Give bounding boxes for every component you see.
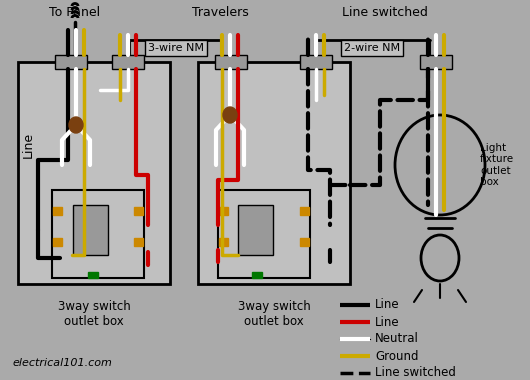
Bar [134, 207, 143, 215]
Text: Light
fixture
outlet
box: Light fixture outlet box [480, 142, 514, 187]
Ellipse shape [421, 235, 459, 281]
Text: Line switched: Line switched [375, 366, 456, 380]
Text: 3way switch
outlet box: 3way switch outlet box [58, 300, 130, 328]
Bar [53, 238, 62, 246]
Bar [300, 207, 309, 215]
Bar [238, 205, 273, 255]
Text: Neutral: Neutral [375, 332, 419, 345]
Text: To Panel: To Panel [49, 5, 101, 19]
Bar [252, 272, 262, 278]
Text: electrical101.com: electrical101.com [12, 358, 112, 368]
Text: Line: Line [375, 299, 400, 312]
Bar [219, 207, 228, 215]
Text: Line: Line [375, 315, 400, 328]
Text: 3way switch
outlet box: 3way switch outlet box [237, 300, 311, 328]
Bar [52, 190, 144, 278]
Ellipse shape [69, 117, 83, 133]
Bar [219, 238, 228, 246]
Text: Line switched: Line switched [342, 5, 428, 19]
Bar [18, 62, 170, 284]
Text: Travelers: Travelers [192, 5, 249, 19]
Bar [218, 190, 310, 278]
Bar [55, 55, 87, 69]
Bar [198, 62, 350, 284]
Bar [300, 55, 332, 69]
Bar [112, 55, 144, 69]
Text: Ground: Ground [375, 350, 419, 363]
Text: 3-wire NM: 3-wire NM [148, 43, 204, 53]
Bar [420, 55, 452, 69]
Bar [215, 55, 247, 69]
Bar [73, 205, 108, 255]
Bar [53, 207, 62, 215]
Text: Line: Line [22, 132, 34, 158]
Ellipse shape [223, 107, 237, 123]
Text: 2-wire NM: 2-wire NM [344, 43, 400, 53]
Bar [134, 238, 143, 246]
Bar [88, 272, 98, 278]
Bar [300, 238, 309, 246]
Ellipse shape [395, 115, 485, 215]
